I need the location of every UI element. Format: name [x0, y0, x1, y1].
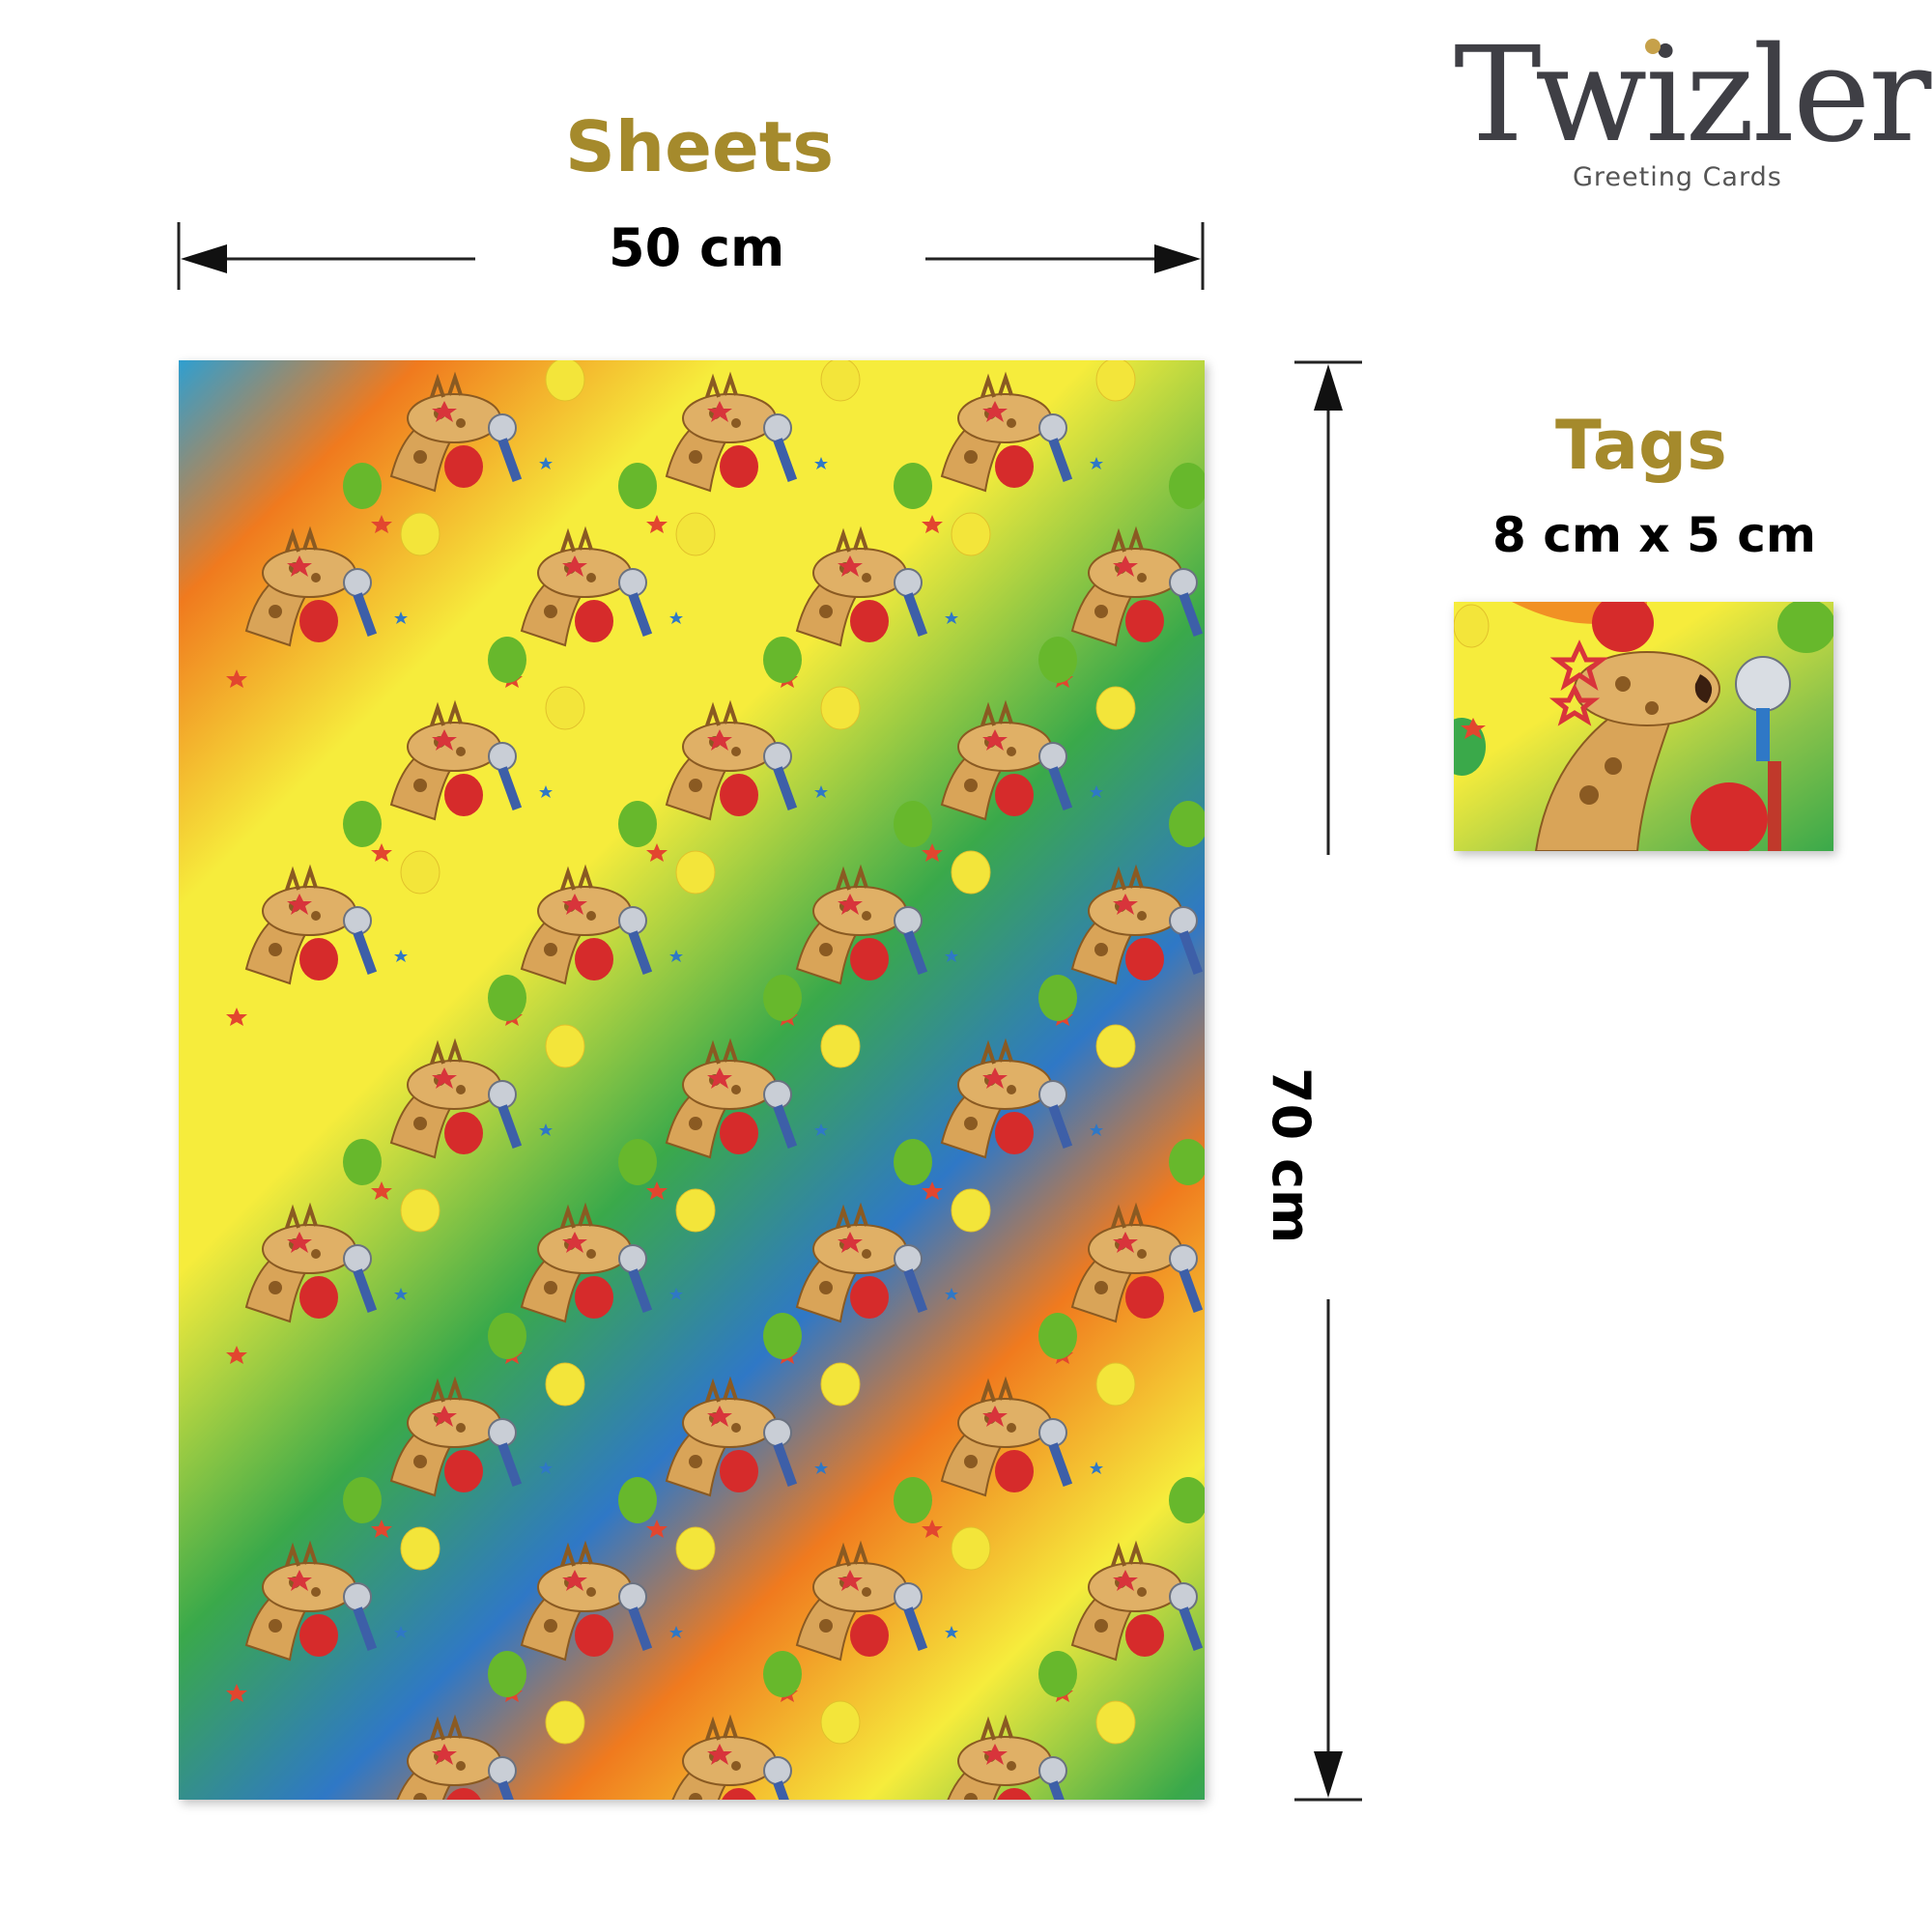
balloon-icon — [1592, 602, 1654, 652]
tag-artwork — [1454, 602, 1833, 851]
sheets-heading: Sheets — [565, 106, 835, 187]
brand-logo: Twizler — [1454, 19, 1931, 172]
microphone-icon — [1735, 656, 1791, 851]
height-dimension — [1294, 360, 1362, 1802]
arrow-down-icon — [1314, 1751, 1343, 1798]
tags-heading: Tags — [1555, 406, 1727, 485]
arrow-right-icon — [1154, 244, 1201, 273]
tag-size-label: 8 cm x 5 cm — [1492, 507, 1816, 563]
width-dimension — [177, 222, 1205, 290]
logo-dot — [1645, 39, 1661, 54]
sheet-width-label: 50 cm — [609, 217, 785, 278]
star-icon — [1549, 639, 1609, 692]
arrow-up-icon — [1314, 364, 1343, 411]
giraffe-pattern — [179, 360, 1205, 1800]
sheet-height-label: 70 cm — [1261, 1067, 1321, 1244]
arrow-left-icon — [181, 244, 227, 273]
gift-tag — [1454, 602, 1833, 851]
wrapping-paper-sheet — [179, 360, 1205, 1800]
brand-tagline: Greeting Cards — [1573, 162, 1782, 192]
